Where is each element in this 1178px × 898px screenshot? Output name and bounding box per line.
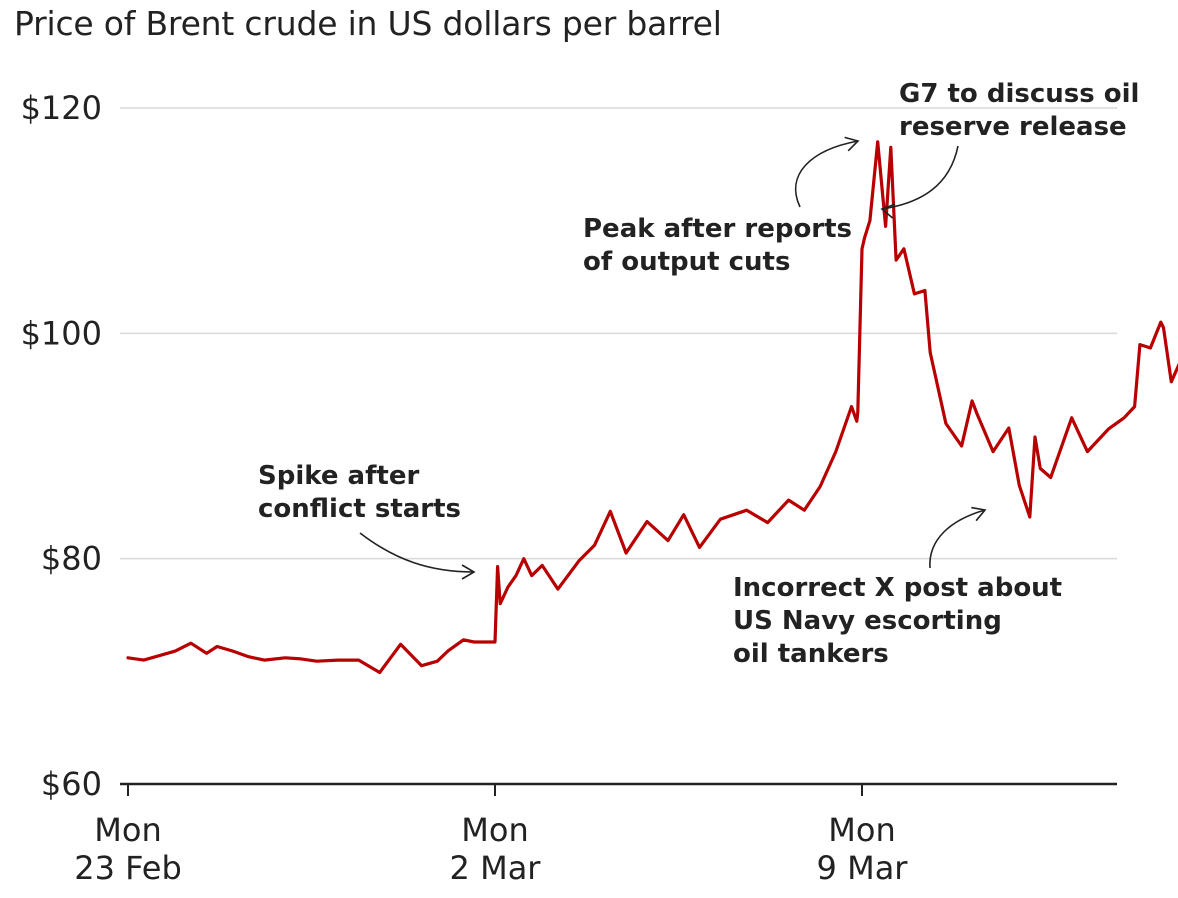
x-tick-label-day: Mon [828,811,895,849]
x-tick-label-date: 23 Feb [74,849,182,887]
annotation-arrowhead [461,564,476,580]
annotation-text: oil tankers [733,639,889,669]
annotation-text: G7 to discuss oil [899,79,1139,109]
y-tick-label-100: $100 [21,314,102,352]
y-tick-label-120: $120 [21,89,102,127]
annotation-arrow [929,509,986,569]
annotation-arrow [794,140,859,208]
annotation-arrowhead [880,203,896,219]
chart-title: Price of Brent crude in US dollars per b… [14,4,722,43]
x-tick-label-day: Mon [461,811,528,849]
annotation-text: US Navy escorting [733,606,1002,636]
annotation-arrow [359,532,475,573]
x-tick-label-day: Mon [94,811,161,849]
annotation-arrowhead [971,506,987,522]
x-tick-label-date: 9 Mar [817,849,909,887]
annotation-arrowhead [844,136,860,152]
annotation-text: reserve release [899,112,1127,142]
annotation-arrow [881,145,959,210]
annotation-text: Incorrect X post about [733,573,1062,603]
price-line [126,140,1178,675]
annotation-text: Spike after [258,461,419,491]
x-tick-label-date: 2 Mar [450,849,542,887]
y-tick-label-60: $60 [41,765,102,803]
y-tick-label-80: $80 [41,540,102,578]
annotation-text: Peak after reports [583,214,852,244]
annotation-text: of output cuts [583,247,790,277]
annotation-text: conflict starts [258,494,461,524]
